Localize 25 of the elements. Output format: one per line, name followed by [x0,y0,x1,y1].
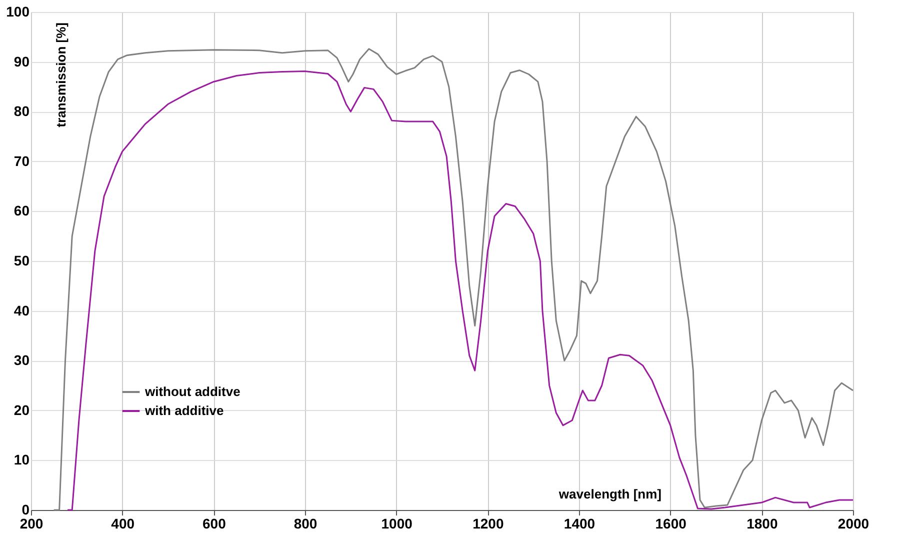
y-tick-label: 50 [14,252,30,268]
x-tick-label: 400 [111,516,135,532]
y-tick-label: 100 [6,4,30,20]
y-tick-label: 60 [14,202,30,219]
y-tick-label: 80 [14,103,30,120]
y-tick-label: 0 [22,502,30,518]
x-axis-title: wavelength [nm] [558,486,662,502]
y-tick-label: 20 [14,402,30,418]
x-tick-label: 1000 [381,516,413,532]
y-tick-label: 10 [14,452,30,468]
legend-label: with additive [144,403,224,418]
y-axis-title: transmission [%] [54,22,68,128]
x-tick-label: 1600 [655,516,687,532]
legend-label: without additve [144,384,240,399]
x-tick-label: 800 [294,516,318,532]
x-tick-label: 1400 [564,516,596,532]
x-tick-label: 600 [202,516,226,532]
x-tick-label: 2000 [838,516,870,532]
x-tick-label: 200 [20,516,44,532]
y-tick-label: 30 [14,352,30,368]
y-tick-label: 90 [14,53,30,70]
y-tick-label: 70 [14,152,30,169]
y-tick-label: 40 [14,302,30,318]
x-tick-label: 1200 [472,516,504,532]
x-tick-label: 1800 [746,516,778,532]
